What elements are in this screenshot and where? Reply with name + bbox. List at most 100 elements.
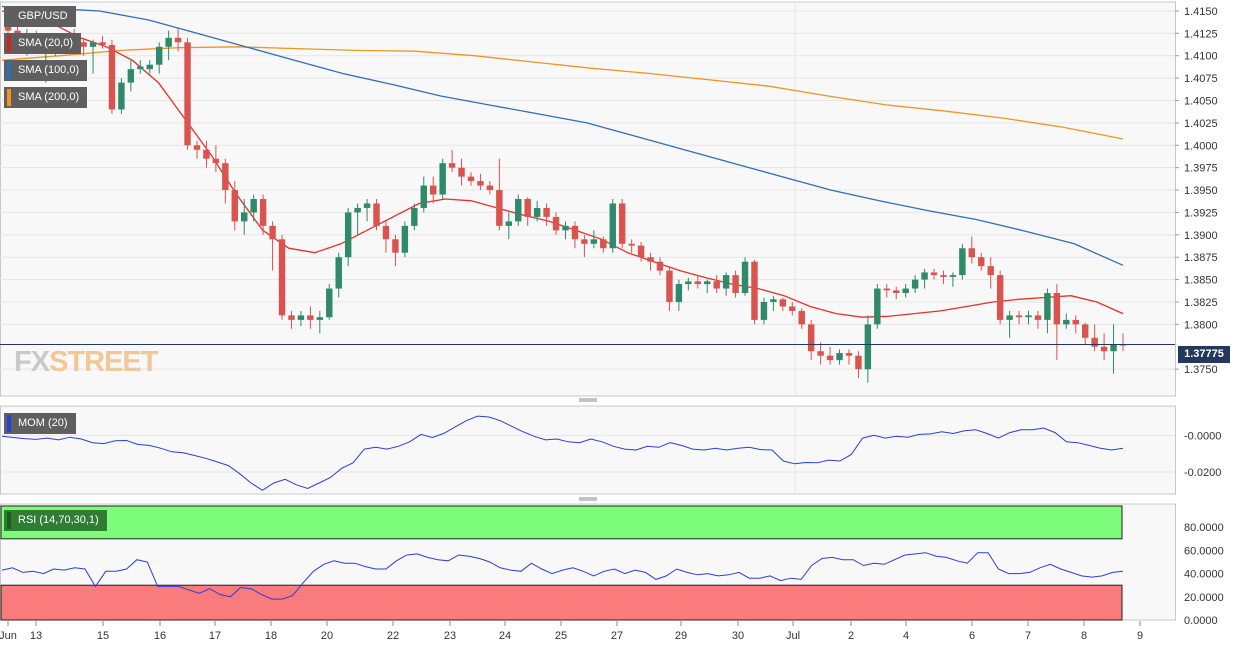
x-tick-label-14: Jul [786,630,800,642]
x-tick-label-10: 25 [555,630,567,642]
candle-body-111 [1053,293,1061,325]
candle-body-98 [930,272,938,276]
legend-sma-200[interactable]: SMA (200,0) [4,87,88,108]
candle-body-109 [1034,315,1042,320]
candle-33 [316,310,324,334]
candle-body-62 [590,239,598,244]
candle-body-49 [467,176,475,182]
sma-100-path [1,5,1124,266]
candle-34 [326,284,333,320]
sma-20-swatch-icon [7,35,11,52]
x-tick-label-11: 27 [611,630,623,642]
legend-symbol[interactable]: GBP/USD [4,6,76,27]
candle-116 [1100,333,1108,361]
candle-18 [174,28,182,52]
candle-body-76 [722,275,730,289]
candle-body-107 [1015,315,1023,318]
candle-body-114 [1081,324,1089,338]
legend-sma-20[interactable]: SMA (20,0) [4,33,82,54]
candle-body-58 [552,216,560,231]
candle-52 [496,158,503,231]
candle-body-115 [1091,337,1098,347]
candle-67 [637,241,645,262]
candle-112 [1063,313,1070,329]
candle-body-94 [893,290,900,294]
candle-8 [80,37,87,56]
candle-85 [807,319,815,361]
candle-105 [996,270,1004,325]
candle-75 [713,275,720,294]
candle-24 [231,181,238,231]
x-tick-label-0: Jun [0,630,17,642]
candle-97 [921,268,928,289]
candle-56 [533,200,541,222]
candle-102 [968,236,976,264]
x-tick-label-12: 29 [675,630,687,642]
candle-body-82 [779,299,787,307]
price-tick-label-7: 1.3975 [1184,163,1218,175]
candle-body-57 [543,207,550,217]
candle-73 [694,275,702,289]
candle-25 [241,199,248,235]
candle-49 [467,172,475,186]
candle-9 [89,39,97,74]
candle-115 [1091,324,1098,352]
candle-body-75 [713,281,720,289]
candle-61 [581,234,588,258]
candle-58 [552,212,560,235]
logo-fx: FX [14,346,50,378]
candle-90 [855,351,862,379]
candle-body-105 [996,275,1004,320]
candle-body-83 [789,306,796,311]
rsi-swatch-icon [7,512,11,529]
candle-30 [288,310,295,329]
candle-94 [893,286,900,300]
candle-81 [770,295,777,311]
candle-92 [874,284,881,329]
candle-37 [354,203,361,235]
candle-53 [505,212,513,240]
candle-body-56 [533,207,541,217]
candle-10 [99,36,106,49]
candle-44 [420,176,427,213]
legend-sma-100[interactable]: SMA (100,0) [4,60,88,81]
candle-body-78 [741,261,749,294]
candle-body-81 [770,299,777,302]
legend-rsi[interactable]: RSI (14,70,30,1) [4,510,107,531]
legend-mom[interactable]: MOM (20) [4,413,76,434]
candle-78 [741,257,749,296]
candle-body-112 [1063,319,1070,325]
candle-body-28 [269,225,276,240]
candle-88 [836,349,843,365]
candle-86 [817,342,824,365]
mom-tick-label-0: -0.0000 [1184,430,1221,442]
price-tick-label-5: 1.4025 [1184,118,1218,130]
candle-body-73 [694,281,702,285]
candle-body-11 [108,44,116,110]
candle-83 [789,301,796,316]
price-tick-label-2: 1.4100 [1184,51,1218,63]
candle-body-32 [307,315,314,320]
candle-body-29 [278,239,286,316]
rsi-tick-label-2: 40.0000 [1184,569,1224,581]
candle-body-19 [184,42,191,146]
candle-body-89 [845,353,853,356]
sma-100-line [1,5,1124,266]
candle-35 [335,252,342,298]
candle-95 [902,284,909,298]
candle-99 [940,270,947,285]
legend-sma-200-label: SMA (200,0) [18,91,80,103]
price-tick-label-15: 1.3750 [1184,364,1218,376]
candle-body-26 [250,199,257,213]
fxstreet-logo: FXSTREET [14,346,158,379]
candle-113 [1072,315,1079,334]
rsi-tick-label-3: 20.0000 [1184,592,1224,604]
candle-body-15 [146,64,153,70]
candle-12 [118,78,125,114]
candle-55 [524,197,531,226]
candle-body-63 [600,239,607,249]
candle-body-52 [496,190,503,226]
candle-17 [165,30,172,61]
candle-47 [448,149,456,173]
